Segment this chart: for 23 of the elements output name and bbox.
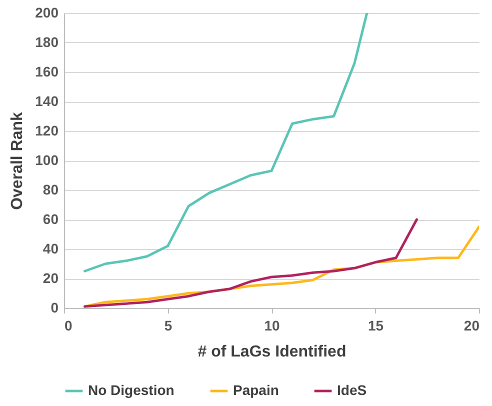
y-tick-label: 20 xyxy=(42,270,59,286)
y-tick-label: 40 xyxy=(42,240,59,256)
legend-label: IdeS xyxy=(337,382,367,398)
x-tick-label: 10 xyxy=(264,318,280,334)
x-tick-label: 5 xyxy=(164,318,172,334)
y-axis-title: Overall Rank xyxy=(9,112,26,210)
y-tick-label: 120 xyxy=(35,122,59,138)
line-series xyxy=(84,218,418,308)
line-series xyxy=(84,13,368,272)
x-tick-label: 0 xyxy=(64,318,72,334)
y-tick-label: 160 xyxy=(35,64,59,80)
legend-label: Papain xyxy=(233,382,279,398)
legend-label: No Digestion xyxy=(88,382,174,398)
x-axis-title: # of LaGs Identified xyxy=(198,344,346,360)
y-tick-label: 0 xyxy=(50,300,59,316)
y-tick-label: 140 xyxy=(35,93,59,109)
x-tick-label: 20 xyxy=(464,318,480,334)
y-tick-label: 60 xyxy=(42,211,59,227)
x-tick-label: 15 xyxy=(368,318,384,334)
y-tick-label: 100 xyxy=(35,152,59,168)
y-tick-label: 200 xyxy=(35,4,59,20)
y-tick-label: 80 xyxy=(42,182,59,198)
y-tick-label: 180 xyxy=(35,34,59,50)
